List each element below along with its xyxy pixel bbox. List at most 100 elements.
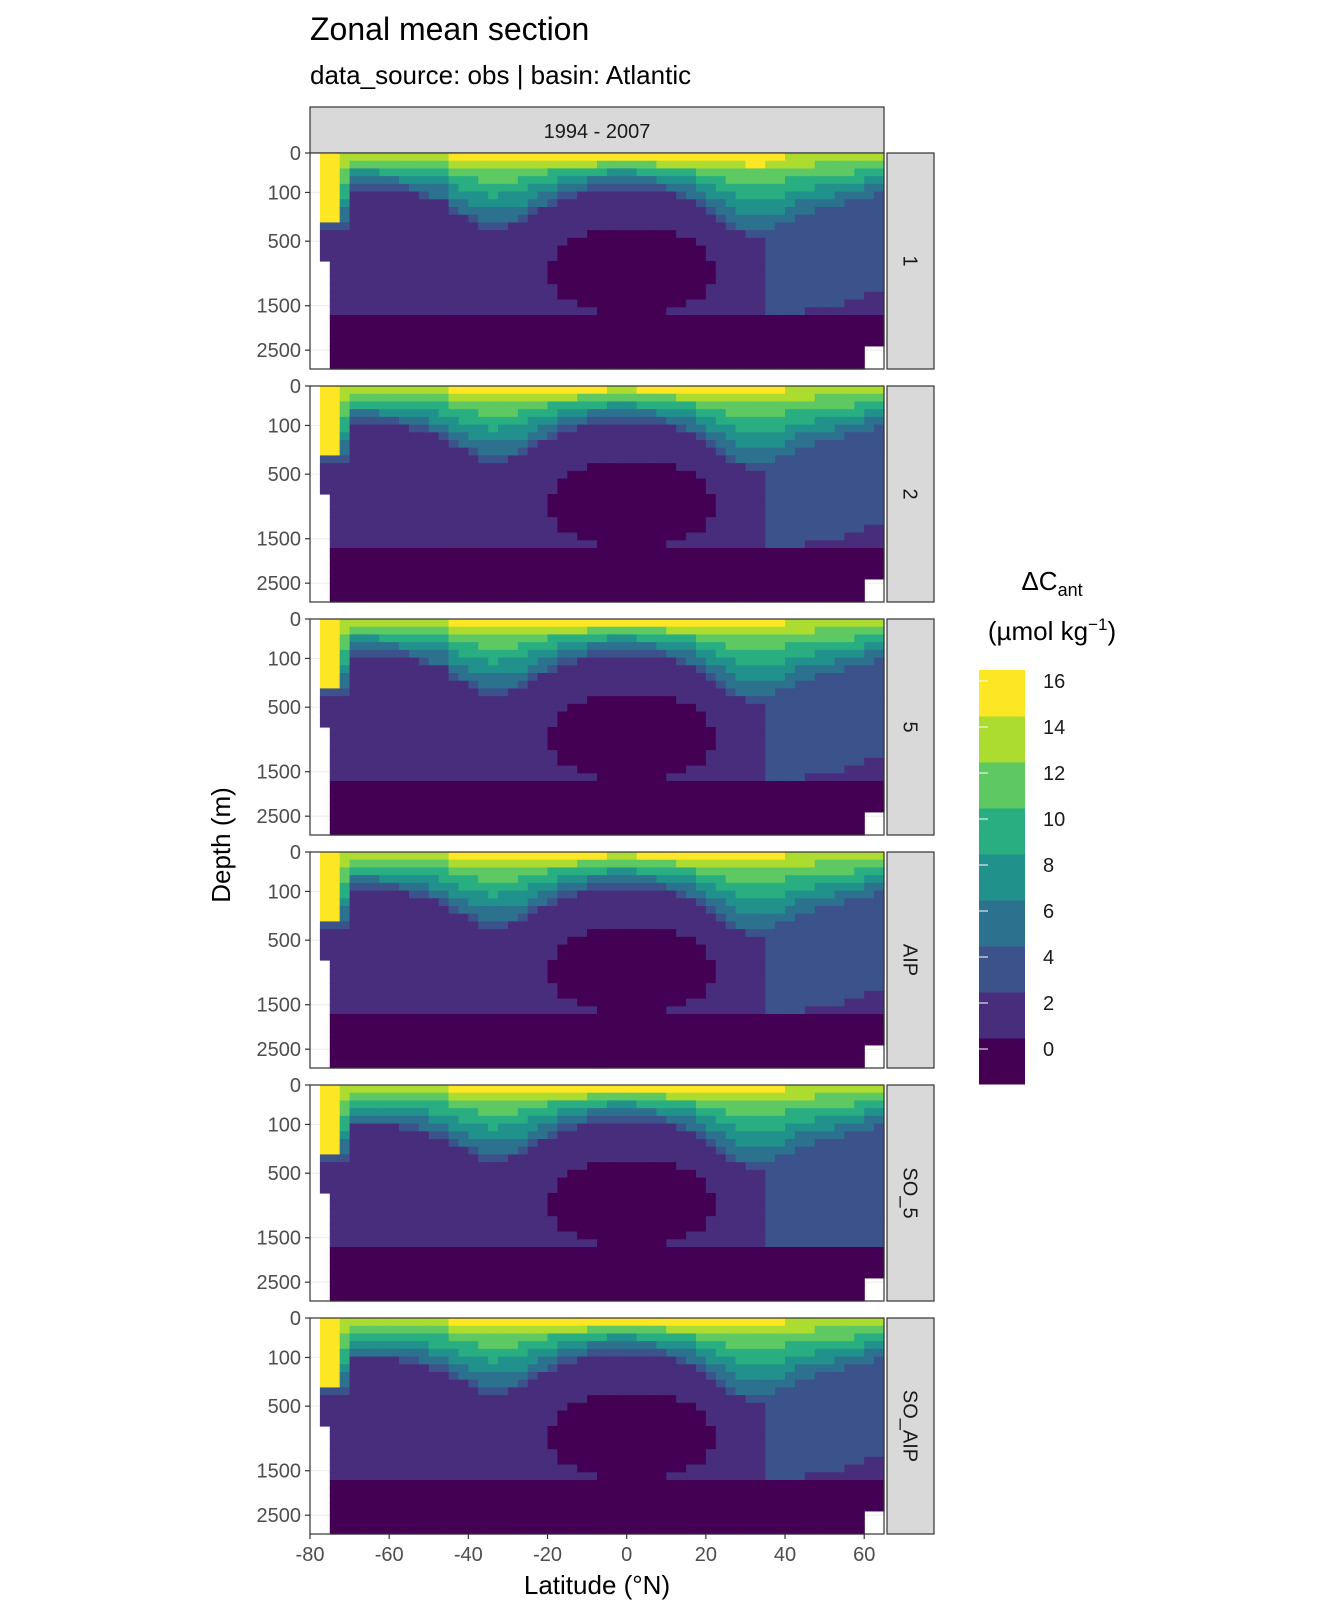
field-cell <box>775 455 786 464</box>
field-cell <box>646 207 657 216</box>
field-cell <box>854 688 865 697</box>
field-cell <box>329 727 341 736</box>
field-cell <box>597 742 608 751</box>
field-cell <box>814 353 826 362</box>
field-cell <box>527 463 539 472</box>
field-cell <box>695 401 707 410</box>
field-cell <box>686 160 697 170</box>
field-cell <box>428 245 440 254</box>
field-cell <box>794 361 806 370</box>
field-cell <box>606 268 618 278</box>
field-cell <box>844 765 855 774</box>
field-cell <box>547 532 559 541</box>
field-cell <box>824 757 836 767</box>
field-cell <box>794 393 806 403</box>
field-cell <box>547 578 559 588</box>
field-cell <box>695 688 707 697</box>
field-cell <box>814 804 826 813</box>
field-cell <box>448 719 460 728</box>
field-cell <box>666 555 677 565</box>
field-cell <box>547 665 559 674</box>
field-cell <box>428 811 440 821</box>
field-cell <box>527 765 539 774</box>
field-cell <box>864 742 875 751</box>
field-cell <box>408 586 420 595</box>
field-cell <box>359 906 370 915</box>
field-cell <box>597 353 608 362</box>
field-cell <box>745 160 756 170</box>
field-cell <box>775 532 786 541</box>
field-cell <box>725 276 737 285</box>
field-cell <box>824 284 836 293</box>
field-cell <box>498 649 509 659</box>
field-cell <box>656 578 667 588</box>
field-cell <box>329 401 341 410</box>
field-cell <box>686 532 697 541</box>
field-cell <box>686 711 697 720</box>
field-cell <box>547 409 559 418</box>
field-cell <box>844 578 855 588</box>
field-cell <box>428 207 440 216</box>
field-cell <box>527 703 539 713</box>
field-cell <box>597 409 608 418</box>
field-cell <box>389 214 400 224</box>
field-cell <box>349 447 361 457</box>
field-cell <box>349 852 361 861</box>
field-cell <box>814 688 826 697</box>
field-cell <box>418 253 430 262</box>
field-cell <box>488 811 499 821</box>
field-cell <box>587 626 598 636</box>
field-cell <box>874 727 885 736</box>
field-cell <box>329 936 341 946</box>
field-cell <box>389 548 400 557</box>
field-cell <box>527 781 539 790</box>
field-cell <box>765 594 776 603</box>
field-cell <box>854 268 865 278</box>
field-cell <box>498 571 509 580</box>
field-cell <box>616 571 628 580</box>
field-cell <box>874 509 885 518</box>
field-cell <box>359 424 370 433</box>
field-cell <box>814 796 826 805</box>
field-cell <box>547 586 559 595</box>
field-cell <box>468 680 479 690</box>
field-cell <box>408 353 420 362</box>
field-cell <box>577 742 588 751</box>
field-cell <box>765 361 776 370</box>
field-cell <box>626 401 638 410</box>
field-cell <box>468 804 479 813</box>
field-cell <box>577 501 588 511</box>
field-cell <box>814 299 826 308</box>
field-cell <box>854 757 865 767</box>
field-cell <box>537 214 549 224</box>
field-cell <box>448 548 460 557</box>
field-cell <box>567 555 578 565</box>
field-cell <box>765 540 776 549</box>
field-cell <box>666 634 677 643</box>
field-cell <box>339 571 351 580</box>
field-cell <box>349 353 361 362</box>
field-cell <box>775 307 786 316</box>
field-cell <box>597 470 608 480</box>
field-cell <box>428 540 440 549</box>
field-cell <box>656 688 667 697</box>
field-cell <box>557 555 568 565</box>
field-cell <box>844 168 855 177</box>
field-cell <box>834 750 846 759</box>
field-cell <box>418 230 430 239</box>
field-cell <box>399 153 410 162</box>
field-cell <box>408 811 420 821</box>
field-cell <box>656 563 667 572</box>
field-cell <box>864 563 875 572</box>
field-cell <box>438 811 450 821</box>
field-cell <box>745 284 756 293</box>
field-cell <box>854 386 865 395</box>
field-cell <box>458 432 469 441</box>
field-cell <box>606 703 618 713</box>
field-cell <box>448 742 460 751</box>
field-cell <box>359 952 370 961</box>
field-cell <box>695 719 707 728</box>
field-cell <box>725 649 737 659</box>
field-cell <box>438 353 450 362</box>
field-cell <box>824 191 836 200</box>
